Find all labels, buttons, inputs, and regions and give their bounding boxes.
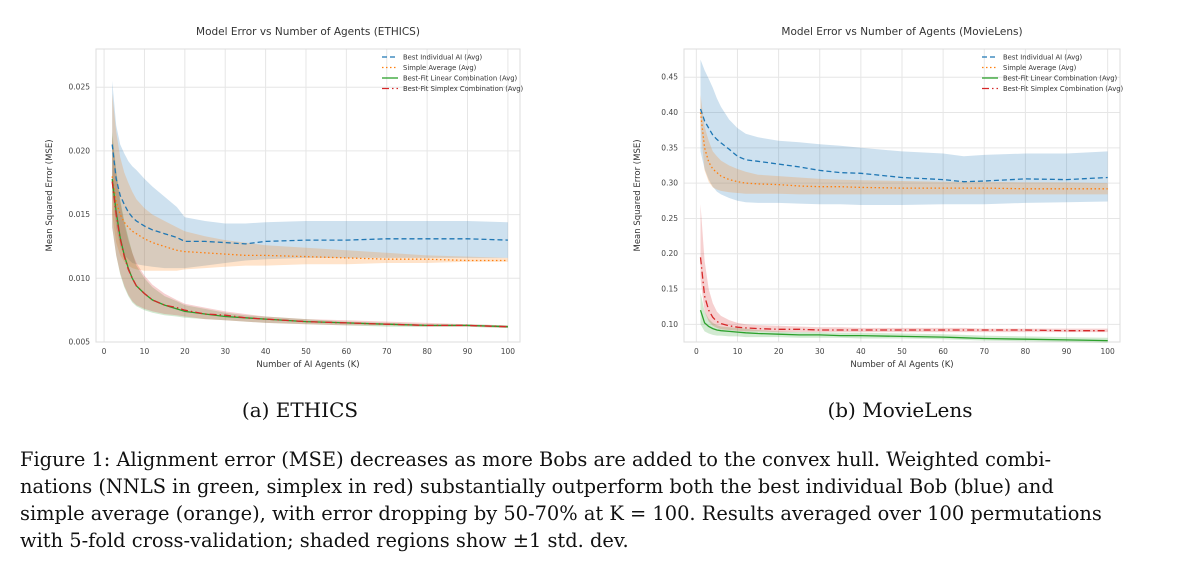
x-axis-label: Number of AI Agents (K) bbox=[256, 360, 359, 370]
std-band-linear-combination bbox=[112, 131, 508, 328]
y-tick-label: 0.30 bbox=[661, 179, 678, 188]
legend-label-simple-average: Simple Average (Avg) bbox=[403, 64, 477, 72]
series-line-simplex-combination bbox=[111, 181, 508, 328]
x-tick-label: 90 bbox=[1062, 347, 1072, 356]
y-axis-label: Mean Squared Error (MSE) bbox=[45, 139, 55, 251]
legend: Best Individual AI (Avg) Simple Average (… bbox=[382, 54, 524, 93]
x-tick-label: 80 bbox=[1021, 347, 1031, 356]
y-tick-label: 0.025 bbox=[69, 83, 91, 92]
x-tick-label: 20 bbox=[180, 347, 190, 356]
x-tick-label: 10 bbox=[733, 347, 743, 356]
y-tick-label: 0.020 bbox=[69, 146, 91, 155]
std-band-best-individual bbox=[700, 59, 1108, 205]
x-tick-label: 30 bbox=[815, 347, 825, 356]
y-tick-label: 0.005 bbox=[69, 338, 91, 347]
std-band-linear-combination bbox=[700, 292, 1108, 343]
x-tick-label: 20 bbox=[774, 347, 784, 356]
x-tick-label: 60 bbox=[938, 347, 948, 356]
series-line-linear-combination bbox=[111, 178, 508, 328]
legend-label-best-individual: Best Individual AI (Avg) bbox=[403, 54, 483, 62]
std-band-simple-average bbox=[112, 93, 508, 271]
chart-title: Model Error vs Number of Agents (MovieLe… bbox=[781, 26, 1022, 38]
caption-line: Figure 1: Alignment error (MSE) decrease… bbox=[20, 448, 1052, 471]
y-tick-label: 0.45 bbox=[661, 73, 678, 82]
std-band-simplex-combination bbox=[112, 135, 508, 328]
plot-frame bbox=[95, 48, 521, 343]
caption-line: with 5-fold cross-validation; shaded reg… bbox=[20, 529, 629, 552]
x-tick-label: 50 bbox=[897, 347, 907, 356]
x-tick-label: 60 bbox=[342, 347, 352, 356]
chart-panel-ethics: Model Error vs Number of Agents (ETHICS)… bbox=[0, 0, 600, 370]
std-band-simplex-combination bbox=[700, 204, 1108, 333]
chart-ethics: Model Error vs Number of Agents (ETHICS)… bbox=[45, 26, 524, 370]
x-tick-label: 90 bbox=[463, 347, 473, 356]
x-tick-label: 10 bbox=[140, 347, 150, 356]
legend: Best Individual AI (Avg) Simple Average (… bbox=[982, 54, 1124, 93]
caption-line: nations (NNLS in green, simplex in red) … bbox=[20, 475, 1054, 498]
x-tick-label: 0 bbox=[102, 347, 107, 356]
x-tick-label: 30 bbox=[220, 347, 230, 356]
x-tick-label: 50 bbox=[301, 347, 311, 356]
std-band-best-individual bbox=[112, 80, 508, 269]
x-axis-label: Number of AI Agents (K) bbox=[850, 360, 953, 370]
y-tick-label: 0.20 bbox=[661, 249, 678, 258]
series-line-simple-average bbox=[111, 176, 508, 262]
legend-label-linear-combination: Best-Fit Linear Combination (Avg) bbox=[1003, 75, 1118, 83]
chart-title: Model Error vs Number of Agents (ETHICS) bbox=[196, 26, 420, 38]
y-tick-label: 0.40 bbox=[661, 108, 678, 117]
chart-movielens: Model Error vs Number of Agents (MovieLe… bbox=[633, 26, 1124, 370]
x-tick-label: 70 bbox=[382, 347, 392, 356]
legend-label-simplex-combination: Best-Fit Simplex Combination (Avg) bbox=[1003, 85, 1124, 93]
x-tick-label: 70 bbox=[979, 347, 989, 356]
legend-label-linear-combination: Best-Fit Linear Combination (Avg) bbox=[403, 75, 518, 83]
x-tick-label: 100 bbox=[501, 347, 516, 356]
legend-label-simplex-combination: Best-Fit Simplex Combination (Avg) bbox=[403, 85, 524, 93]
y-axis-label: Mean Squared Error (MSE) bbox=[633, 139, 643, 251]
x-tick-label: 100 bbox=[1100, 347, 1115, 356]
figure-caption: Figure 1: Alignment error (MSE) decrease… bbox=[20, 446, 1180, 554]
y-tick-label: 0.010 bbox=[69, 274, 91, 283]
subcaption-movielens: (b) MovieLens bbox=[827, 398, 973, 422]
x-tick-label: 0 bbox=[694, 347, 699, 356]
chart-panel-movielens: Model Error vs Number of Agents (MovieLe… bbox=[600, 0, 1200, 370]
x-tick-label: 40 bbox=[856, 347, 866, 356]
series-line-linear-combination bbox=[699, 310, 1108, 342]
y-tick-label: 0.35 bbox=[661, 143, 678, 152]
y-tick-label: 0.015 bbox=[69, 210, 91, 219]
legend-label-best-individual: Best Individual AI (Avg) bbox=[1003, 54, 1083, 62]
series-line-simple-average bbox=[699, 112, 1108, 190]
series-line-best-individual bbox=[699, 108, 1108, 183]
subcaption-ethics: (a) ETHICS bbox=[241, 398, 359, 422]
x-tick-label: 80 bbox=[422, 347, 432, 356]
y-tick-label: 0.10 bbox=[661, 320, 678, 329]
plot-frame bbox=[683, 48, 1121, 343]
legend-label-simple-average: Simple Average (Avg) bbox=[1003, 64, 1077, 72]
y-tick-label: 0.15 bbox=[661, 285, 678, 294]
series-line-best-individual bbox=[111, 144, 508, 245]
y-tick-label: 0.25 bbox=[661, 214, 678, 223]
x-tick-label: 40 bbox=[261, 347, 271, 356]
std-band-simple-average bbox=[700, 94, 1108, 195]
caption-line: simple average (orange), with error drop… bbox=[20, 502, 1102, 525]
series-line-simplex-combination bbox=[699, 257, 1108, 332]
